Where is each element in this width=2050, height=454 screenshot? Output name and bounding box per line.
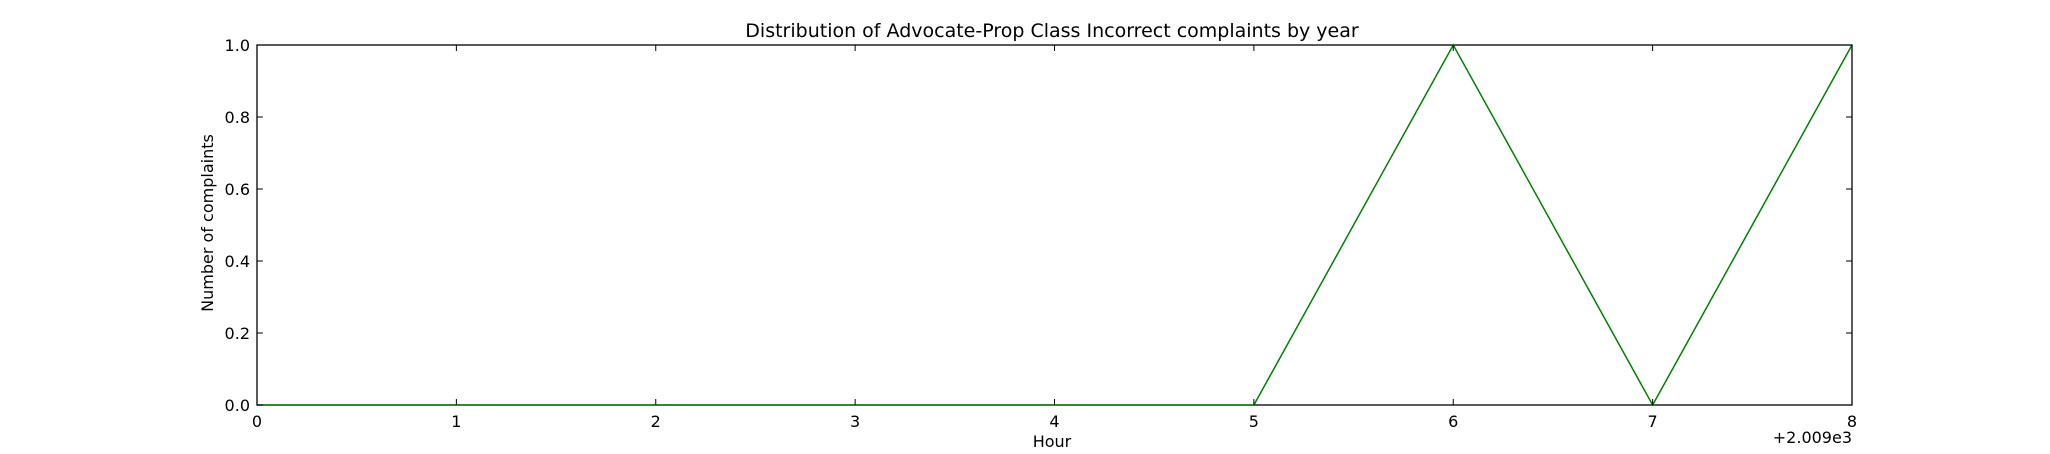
x-tick-label: 5 [1249, 412, 1259, 431]
y-tick-label: 0.4 [225, 252, 250, 271]
y-tick-label: 0.8 [225, 108, 250, 127]
y-tick-label: 0.0 [225, 396, 250, 415]
axis-ticks: 0 1 2 3 4 5 6 7 8 0.0 0.2 0.4 0.6 0.8 1.0 [225, 36, 1858, 431]
y-axis-label: Number of complaints [198, 134, 217, 312]
x-tick-label: 1 [451, 412, 461, 431]
x-offset-label: +2.009e3 [1773, 428, 1852, 447]
x-axis-label: Hour [1033, 432, 1072, 450]
x-tick-label: 8 [1847, 412, 1857, 431]
chart-title: Distribution of Advocate-Prop Class Inco… [745, 20, 1359, 42]
x-tick-label: 0 [252, 412, 262, 431]
y-tick-label: 0.6 [225, 180, 250, 199]
series-line-0 [257, 43, 1853, 407]
x-tick-label: 2 [651, 412, 661, 431]
y-tick-label: 1.0 [225, 36, 250, 55]
x-tick-label: 7 [1648, 412, 1658, 431]
y-tick-label: 0.2 [225, 324, 250, 343]
plot-area [256, 43, 1853, 407]
plot-frame [256, 44, 1853, 406]
x-tick-label: 3 [850, 412, 860, 431]
x-tick-label: 4 [1049, 412, 1059, 431]
x-tick-label: 6 [1448, 412, 1458, 431]
